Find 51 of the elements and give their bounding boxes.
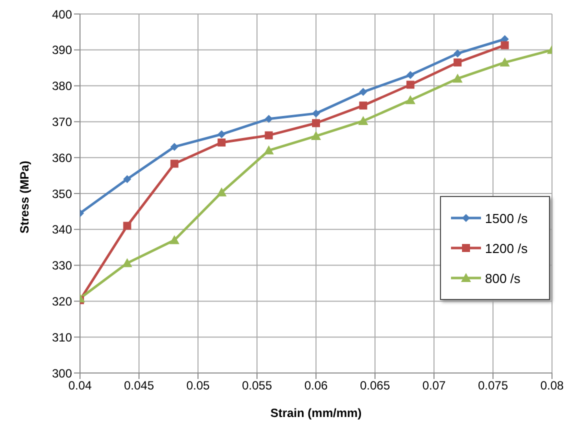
y-tick-label: 390 [52, 43, 72, 58]
y-tick-label: 400 [52, 7, 72, 22]
y-tick-label: 340 [52, 222, 72, 237]
point [406, 71, 414, 80]
point [170, 160, 178, 168]
x-tick-label: 0.055 [242, 378, 272, 393]
point [264, 145, 274, 154]
point [218, 138, 226, 147]
y-tick-label: 310 [52, 330, 72, 344]
point [406, 80, 414, 89]
y-tick-label: 360 [52, 150, 72, 165]
y-tick-label: 330 [52, 258, 72, 273]
y-tick-label: 380 [52, 79, 72, 94]
x-tick-label: 0.075 [478, 378, 508, 393]
point [405, 95, 416, 104]
point [123, 175, 132, 184]
point [500, 41, 509, 50]
y-tick-label: 320 [52, 294, 72, 308]
point [169, 235, 180, 244]
point [452, 74, 463, 83]
x-axis-title: Strain (mm/mm) [270, 406, 362, 420]
legend-label: 1500 /s [485, 210, 528, 226]
x-tick-label: 0.04 [68, 378, 92, 393]
y-tick-label: 300 [52, 366, 72, 380]
point [264, 114, 273, 123]
point [454, 58, 462, 66]
y-tick-label: 370 [52, 114, 72, 129]
point [311, 131, 321, 140]
x-tick-label: 0.08 [540, 378, 564, 393]
point [216, 187, 227, 196]
point [122, 258, 132, 268]
point [264, 131, 273, 140]
point [454, 49, 462, 58]
x-tick-label: 0.06 [304, 378, 328, 393]
legend-label: 800 /s [485, 270, 520, 286]
x-tick-label: 0.05 [186, 378, 210, 393]
point [123, 222, 132, 230]
y-axis-title: Stress (MPa) [17, 160, 32, 234]
x-tick-label: 0.065 [360, 378, 390, 393]
y-tick-label: 350 [52, 186, 72, 201]
legend-label: 1200 /s [485, 240, 528, 256]
point [170, 142, 178, 151]
point [358, 116, 368, 125]
point [359, 88, 368, 96]
point [218, 130, 226, 138]
point [359, 102, 368, 110]
point [500, 57, 510, 66]
x-tick-label: 0.07 [422, 378, 446, 393]
point [312, 109, 320, 118]
point [312, 119, 320, 128]
x-tick-label: 0.045 [124, 378, 154, 393]
